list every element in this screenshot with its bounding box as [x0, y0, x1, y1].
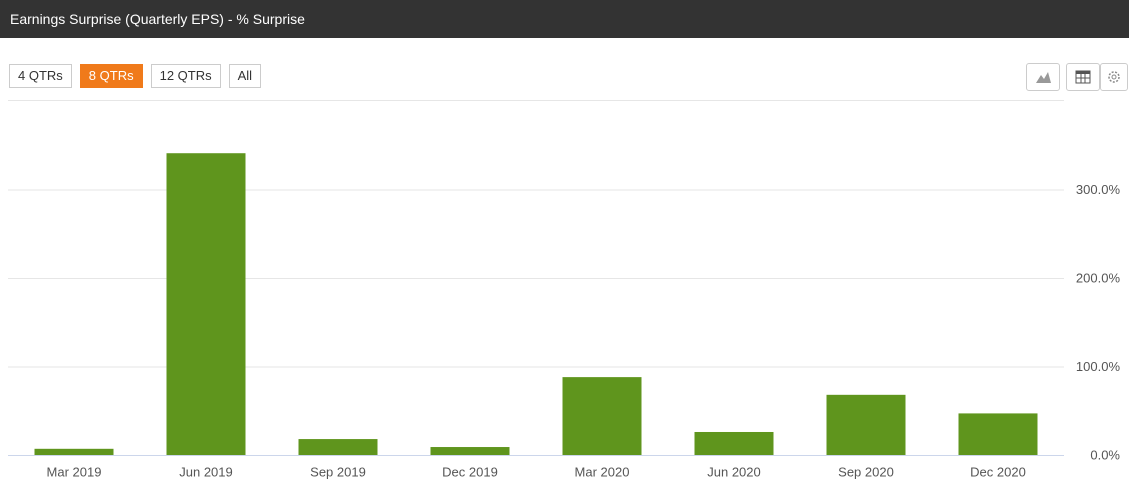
y-tick-label: 0.0%: [1090, 447, 1120, 462]
header: Earnings Surprise (Quarterly EPS) - % Su…: [0, 0, 1129, 38]
x-tick-label: Sep 2019: [310, 464, 366, 479]
gear-icon: [1108, 71, 1120, 83]
bar: [826, 394, 906, 455]
bar: [430, 447, 510, 455]
y-tick-label: 200.0%: [1076, 270, 1121, 285]
x-tick-label: Dec 2020: [970, 464, 1026, 479]
chart-view-button[interactable]: [1026, 63, 1060, 91]
table-view-button[interactable]: [1066, 63, 1100, 91]
bar: [298, 439, 378, 455]
range-buttons: 4 QTRs 8 QTRs 12 QTRs All: [9, 64, 262, 88]
x-tick-label: Jun 2019: [179, 464, 233, 479]
x-tick-label: Mar 2019: [47, 464, 102, 479]
x-tick-label: Jun 2020: [707, 464, 761, 479]
range-button[interactable]: 4 QTRs: [9, 64, 72, 88]
y-tick-label: 300.0%: [1076, 182, 1121, 197]
view-icons: [1026, 63, 1100, 91]
x-tick-label: Dec 2019: [442, 464, 498, 479]
y-tick-label: 100.0%: [1076, 359, 1121, 374]
range-button[interactable]: 8 QTRs: [79, 64, 143, 88]
bar: [166, 153, 246, 455]
settings-button[interactable]: [1100, 63, 1128, 91]
bar: [562, 377, 642, 455]
bar: [958, 413, 1038, 455]
bar: [694, 431, 774, 455]
range-button[interactable]: All: [228, 64, 262, 88]
chart-icon: [1036, 72, 1051, 83]
chart-title: Earnings Surprise (Quarterly EPS) - % Su…: [10, 11, 305, 27]
x-tick-label: Sep 2020: [838, 464, 894, 479]
table-icon: [1075, 70, 1091, 84]
bar: [34, 448, 114, 455]
range-button[interactable]: 12 QTRs: [150, 64, 221, 88]
x-tick-label: Mar 2020: [575, 464, 630, 479]
